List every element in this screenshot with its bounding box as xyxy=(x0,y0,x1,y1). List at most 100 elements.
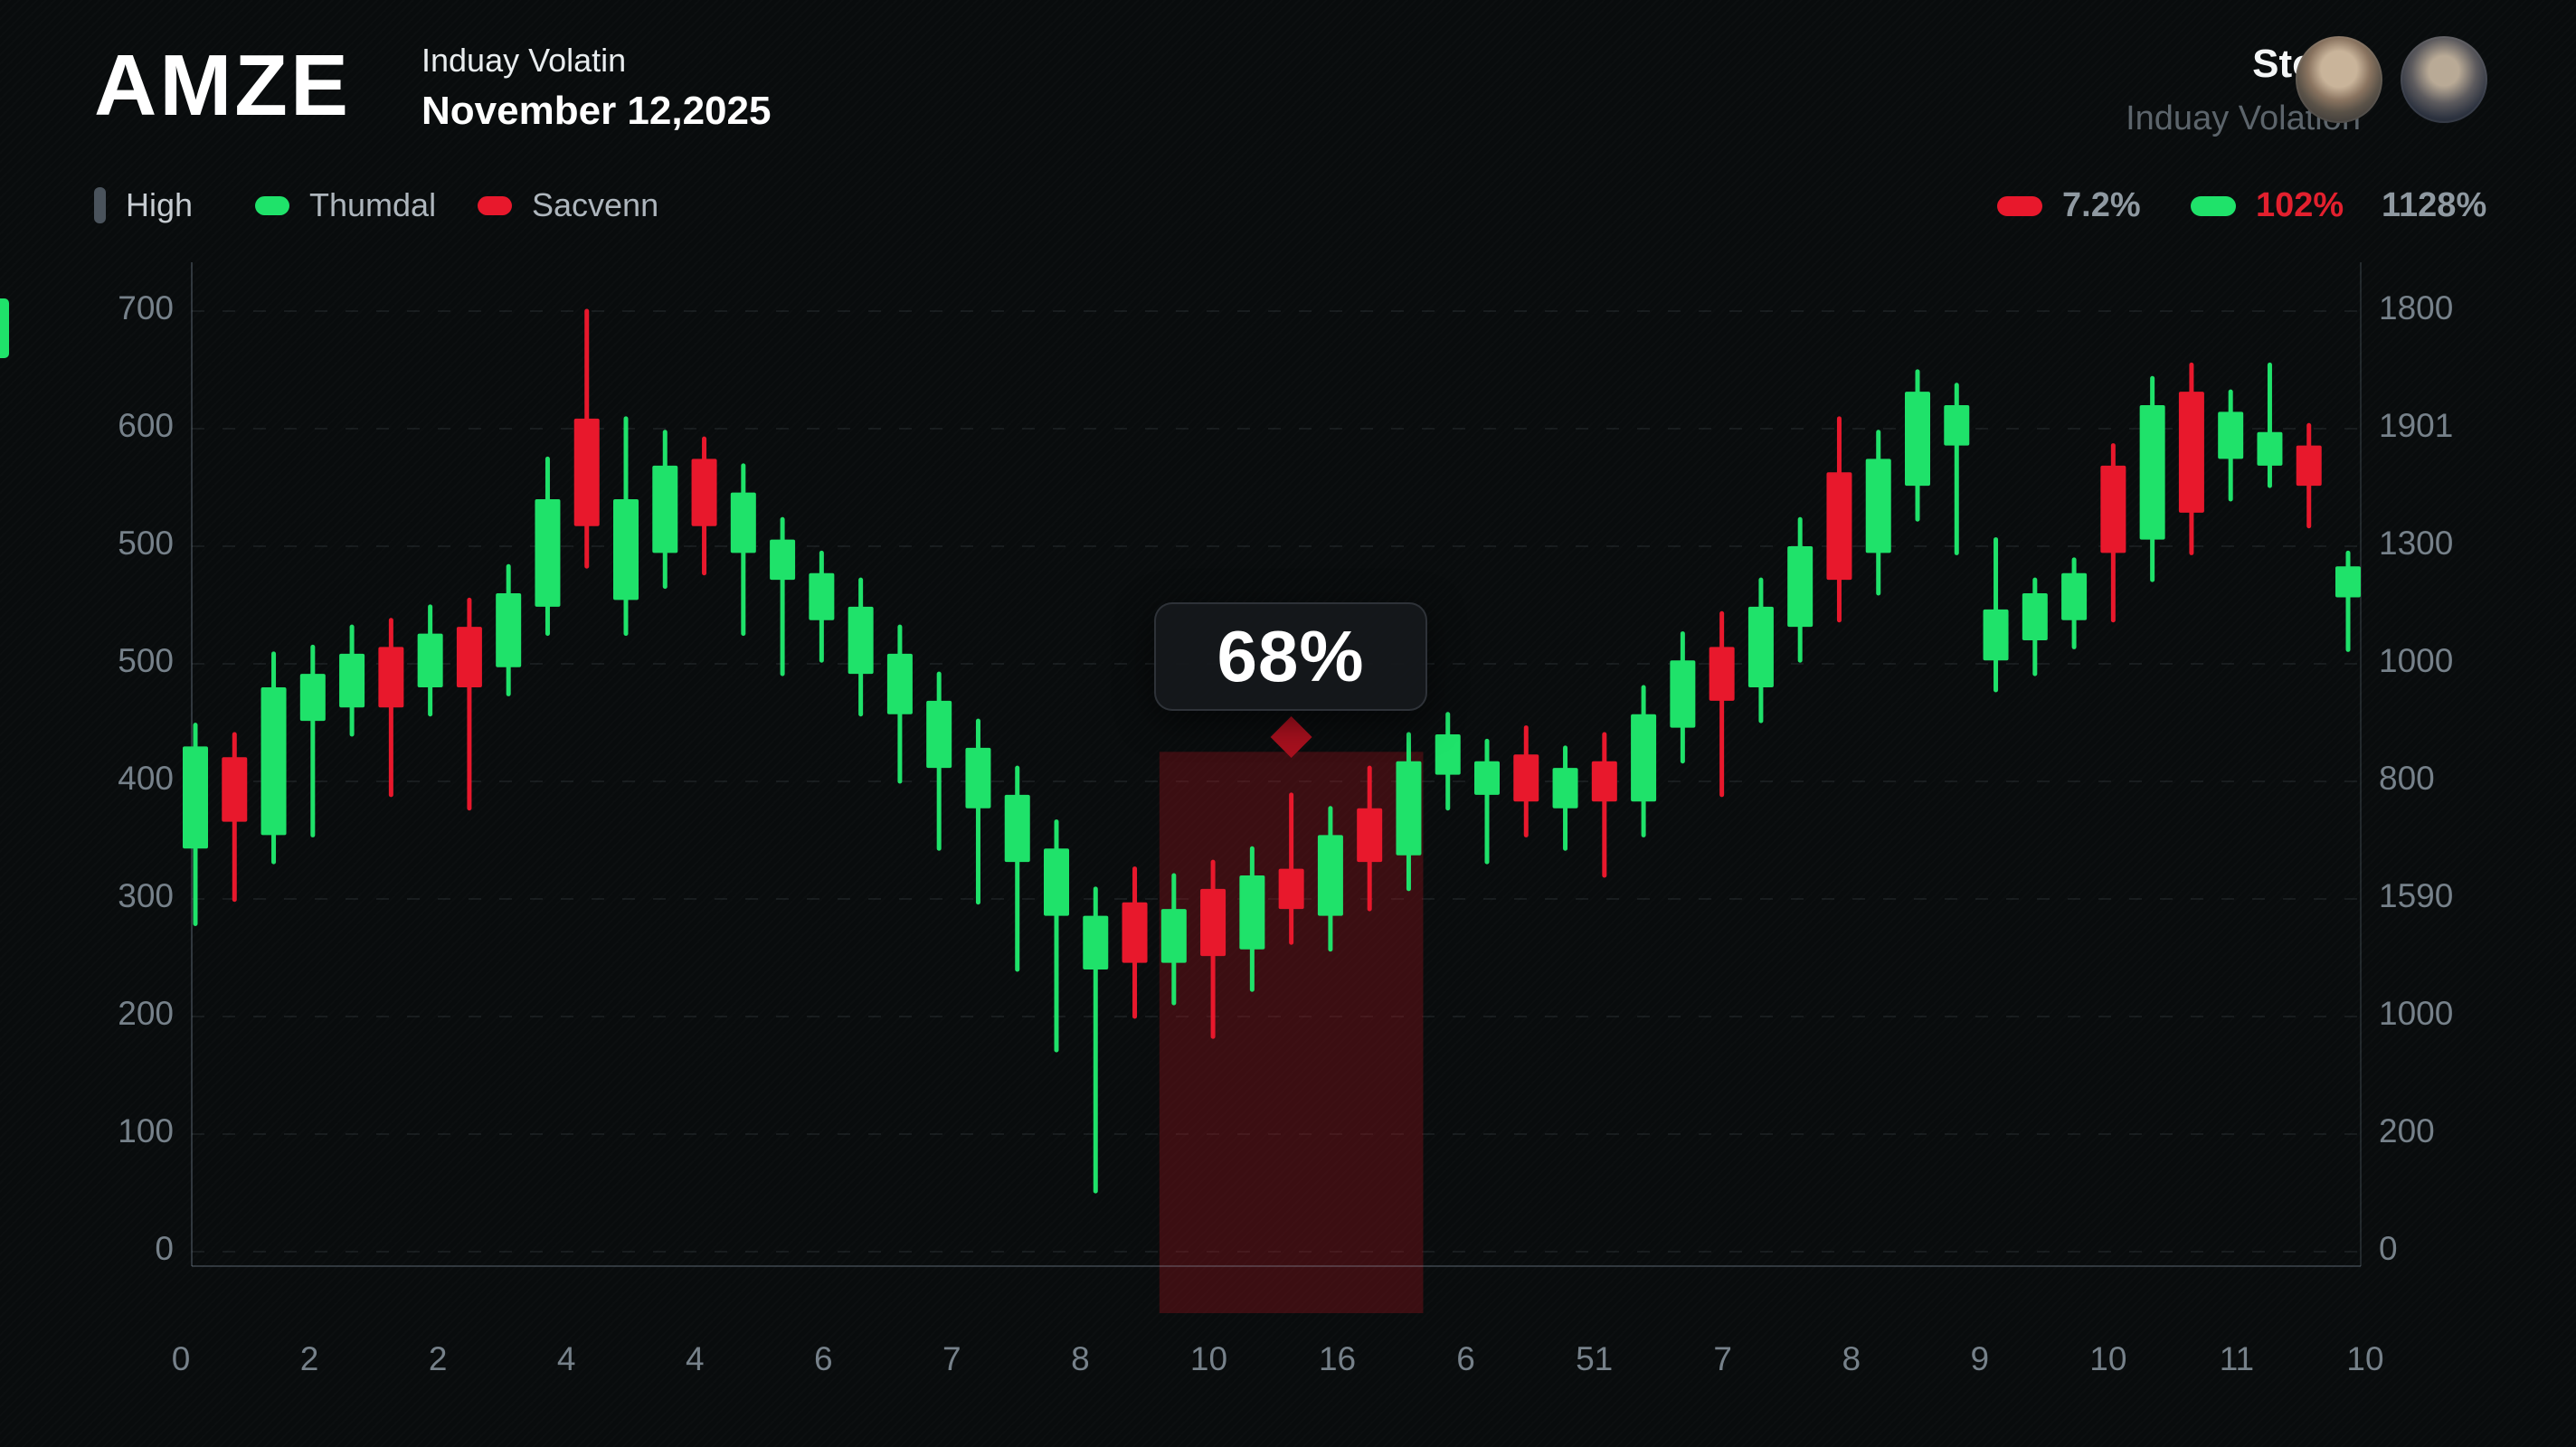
x-axis-label: 11 xyxy=(2219,1340,2255,1377)
candle-bullish xyxy=(809,572,835,620)
candle-bullish xyxy=(1435,734,1461,775)
x-axis-label: 10 xyxy=(2089,1340,2127,1377)
candle-bearish xyxy=(691,459,717,526)
x-axis-label: 51 xyxy=(1576,1340,1614,1377)
user-avatar-2[interactable] xyxy=(2401,36,2487,123)
y-axis-right-label: 0 xyxy=(2379,1230,2398,1267)
tooltip-diamond-icon xyxy=(1270,716,1312,758)
candle-bullish xyxy=(183,746,208,849)
x-axis-label: 9 xyxy=(1970,1340,1990,1377)
y-axis-right-label: 1300 xyxy=(2379,525,2454,562)
candle-bearish xyxy=(1357,808,1383,863)
candle-bullish xyxy=(1670,660,1696,728)
candle-bullish xyxy=(2218,411,2244,459)
tooltip-value: 68% xyxy=(1217,616,1365,696)
y-axis-left-label: 0 xyxy=(155,1230,174,1267)
x-axis-label: 2 xyxy=(299,1340,319,1377)
y-axis-left-label: 500 xyxy=(118,525,174,562)
candle-bullish xyxy=(1474,761,1500,795)
candle-bullish xyxy=(652,465,678,553)
stat-item-3: 1128% xyxy=(2382,186,2486,225)
y-axis-left-label: 100 xyxy=(118,1112,174,1149)
candle-bullish xyxy=(1865,459,1891,553)
candle-bullish xyxy=(1160,909,1187,963)
y-axis-left-label: 700 xyxy=(118,289,174,326)
legend-label: Thumdal xyxy=(309,186,437,223)
y-axis-right-label: 200 xyxy=(2379,1112,2435,1149)
candle-bullish xyxy=(299,674,326,722)
candle-bearish xyxy=(1591,761,1617,802)
green-pill-icon xyxy=(2191,195,2236,216)
y-axis-left-label: 300 xyxy=(118,877,174,914)
y-axis-right-label: 1590 xyxy=(2379,877,2454,914)
x-axis-label: 0 xyxy=(171,1340,191,1377)
candle-bullish xyxy=(2257,431,2283,466)
stat-value: 7.2% xyxy=(2062,186,2141,224)
candle-bullish xyxy=(1004,794,1030,863)
y-axis-right-label: 1000 xyxy=(2379,995,2454,1032)
candle-bullish xyxy=(2022,593,2048,640)
candle-bullish xyxy=(613,499,639,601)
candle-bullish xyxy=(417,633,443,687)
candle-bearish xyxy=(1122,902,1148,963)
candle-bullish xyxy=(965,747,991,809)
x-axis-label: 4 xyxy=(685,1340,705,1377)
x-axis-label: 7 xyxy=(942,1340,961,1377)
candle-bearish xyxy=(2296,445,2322,487)
edge-tab-marker xyxy=(0,298,9,358)
y-axis-right-label: 1000 xyxy=(2379,642,2454,679)
stat-item-2[interactable]: 102% xyxy=(2191,186,2344,225)
candle-bullish xyxy=(1787,546,1814,628)
candle-bullish xyxy=(848,606,874,675)
candle-bullish xyxy=(260,687,287,836)
candle-bearish xyxy=(378,647,404,708)
candle-bearish xyxy=(573,418,600,526)
x-axis-label: 6 xyxy=(813,1340,833,1377)
candle-bullish xyxy=(1983,609,2009,661)
candle-bullish xyxy=(1396,761,1422,856)
x-axis-label: 6 xyxy=(1456,1340,1475,1377)
y-axis-left-label: 200 xyxy=(118,995,174,1032)
candle-bullish xyxy=(1239,875,1265,950)
legend-item-high[interactable]: High xyxy=(94,186,193,224)
x-axis-label: 16 xyxy=(1318,1340,1357,1377)
candle-bearish xyxy=(222,757,248,822)
x-axis-label: 10 xyxy=(1189,1340,1228,1377)
high-marker-icon xyxy=(94,187,106,223)
candle-bearish xyxy=(1200,888,1226,957)
candle-bearish xyxy=(1278,868,1304,910)
legend-item-sacvenn[interactable]: Sacvenn xyxy=(478,186,658,224)
x-axis-label: 8 xyxy=(1071,1340,1090,1377)
y-axis-right-label: 800 xyxy=(2379,760,2435,797)
candle-bullish xyxy=(1905,392,1930,487)
candle-bullish xyxy=(730,492,756,553)
legend-item-thumdal[interactable]: Thumdal xyxy=(255,186,436,224)
x-axis-label: 2 xyxy=(428,1340,448,1377)
candle-bearish xyxy=(1513,754,1539,802)
legend-row: High Thumdal Sacvenn 7.2% 102% 1128% xyxy=(0,186,2576,232)
ticker-symbol: AMZE xyxy=(94,37,351,134)
user-avatar-1[interactable] xyxy=(2296,36,2382,123)
candle-bullish xyxy=(2139,405,2165,540)
candle-bullish xyxy=(496,593,522,667)
y-axis-right-label: 1800 xyxy=(2379,289,2454,326)
stat-value: 1128% xyxy=(2382,186,2487,224)
chart-subtitle: Induay Volatin November 12,2025 xyxy=(421,42,771,134)
y-axis-left-label: 500 xyxy=(118,642,174,679)
candle-bearish xyxy=(456,627,482,687)
green-pill-icon xyxy=(255,195,289,215)
candle-bullish xyxy=(1631,714,1657,802)
stat-item-1[interactable]: 7.2% xyxy=(1997,186,2141,225)
candle-bullish xyxy=(535,499,561,607)
legend-label: High xyxy=(126,186,194,223)
x-axis-label: 7 xyxy=(1713,1340,1732,1377)
x-axis-label: 10 xyxy=(2346,1340,2384,1377)
y-axis-left-label: 400 xyxy=(118,760,174,797)
percentage-tooltip: 68% xyxy=(1154,602,1427,711)
red-pill-icon xyxy=(478,195,512,215)
x-axis-label: 8 xyxy=(1842,1340,1861,1377)
candle-bearish xyxy=(2178,392,2204,513)
candle-bullish xyxy=(1944,405,1970,446)
candle-bullish xyxy=(1747,606,1774,687)
